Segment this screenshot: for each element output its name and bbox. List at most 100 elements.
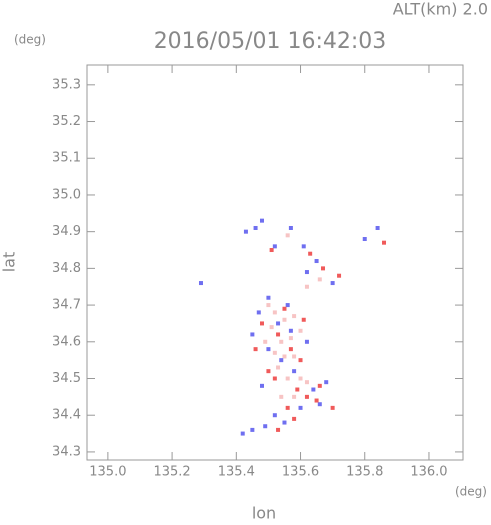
x-tick-label: 135.6 — [282, 465, 319, 480]
data-point — [279, 339, 284, 344]
data-point — [298, 376, 303, 381]
data-point — [324, 380, 329, 385]
data-point — [272, 310, 277, 315]
data-point — [362, 237, 367, 242]
data-point — [259, 383, 264, 388]
data-point — [288, 328, 293, 333]
data-point — [198, 281, 203, 286]
data-point — [253, 347, 258, 352]
data-point — [295, 387, 300, 392]
data-point — [314, 259, 319, 264]
data-point — [375, 225, 380, 230]
data-point — [272, 413, 277, 418]
data-point — [266, 303, 271, 308]
data-point — [276, 365, 281, 370]
data-point — [250, 332, 255, 337]
data-point — [263, 339, 268, 344]
x-tick-label: 136.0 — [410, 465, 447, 480]
data-point — [288, 336, 293, 341]
data-point — [314, 398, 319, 403]
data-point — [279, 394, 284, 399]
data-point — [292, 314, 297, 319]
data-point — [256, 310, 261, 315]
plot-frame — [86, 64, 464, 461]
data-point — [272, 244, 277, 249]
data-point — [330, 281, 335, 286]
data-point — [330, 405, 335, 410]
data-point — [292, 394, 297, 399]
data-point — [304, 284, 309, 289]
y-tick-label: 34.4 — [52, 408, 81, 423]
x-tick-label: 135.2 — [153, 465, 190, 480]
data-point — [317, 402, 322, 407]
data-point — [304, 394, 309, 399]
data-point — [298, 358, 303, 363]
data-point — [304, 270, 309, 275]
data-point — [250, 427, 255, 432]
data-point — [282, 354, 287, 359]
data-point — [301, 244, 306, 249]
data-point — [298, 328, 303, 333]
data-point — [301, 317, 306, 322]
x-tick-label: 135.8 — [346, 465, 383, 480]
y-unit: (deg) — [14, 33, 46, 47]
data-point — [269, 248, 274, 253]
data-point — [263, 424, 268, 429]
data-point — [311, 387, 316, 392]
x-unit: (deg) — [455, 485, 487, 499]
y-axis-label: lat — [0, 252, 19, 273]
data-point — [304, 380, 309, 385]
data-point — [285, 405, 290, 410]
data-point — [382, 240, 387, 245]
x-tick-label: 135.0 — [89, 465, 126, 480]
data-point — [288, 347, 293, 352]
data-point — [279, 358, 284, 363]
data-point — [266, 295, 271, 300]
data-point — [253, 225, 258, 230]
data-point — [240, 431, 245, 436]
x-axis-label: lon — [252, 504, 276, 522]
y-tick-label: 34.6 — [52, 334, 81, 349]
data-point — [292, 416, 297, 421]
data-point — [285, 233, 290, 238]
data-point — [317, 383, 322, 388]
data-point — [321, 266, 326, 271]
data-point — [308, 251, 313, 256]
y-tick-label: 35.1 — [52, 151, 81, 166]
data-point — [266, 347, 271, 352]
data-point — [282, 317, 287, 322]
y-tick-label: 34.7 — [52, 298, 81, 313]
data-point — [317, 277, 322, 282]
data-point — [276, 321, 281, 326]
data-point — [272, 350, 277, 355]
altitude-label: ALT(km) 2.0 — [393, 0, 488, 19]
data-point — [276, 332, 281, 337]
data-point — [292, 354, 297, 359]
y-tick-label: 35.2 — [52, 114, 81, 129]
x-tick-label: 135.4 — [218, 465, 255, 480]
data-point — [285, 376, 290, 381]
data-point — [243, 229, 248, 234]
y-tick-label: 34.3 — [52, 444, 81, 459]
data-point — [282, 306, 287, 311]
data-point — [288, 225, 293, 230]
data-point — [269, 325, 274, 330]
data-point — [266, 369, 271, 374]
data-point — [285, 303, 290, 308]
data-point — [304, 339, 309, 344]
data-point — [292, 369, 297, 374]
data-point — [276, 427, 281, 432]
data-point — [259, 321, 264, 326]
y-tick-label: 34.5 — [52, 371, 81, 386]
chart-title: 2016/05/01 16:42:03 — [154, 29, 387, 54]
data-point — [298, 405, 303, 410]
y-tick-label: 35.3 — [52, 77, 81, 92]
y-tick-label: 34.9 — [52, 224, 81, 239]
data-point — [337, 273, 342, 278]
data-point — [282, 420, 287, 425]
y-tick-label: 35.0 — [52, 187, 81, 202]
data-point — [259, 218, 264, 223]
y-tick-label: 34.8 — [52, 261, 81, 276]
data-point — [272, 376, 277, 381]
